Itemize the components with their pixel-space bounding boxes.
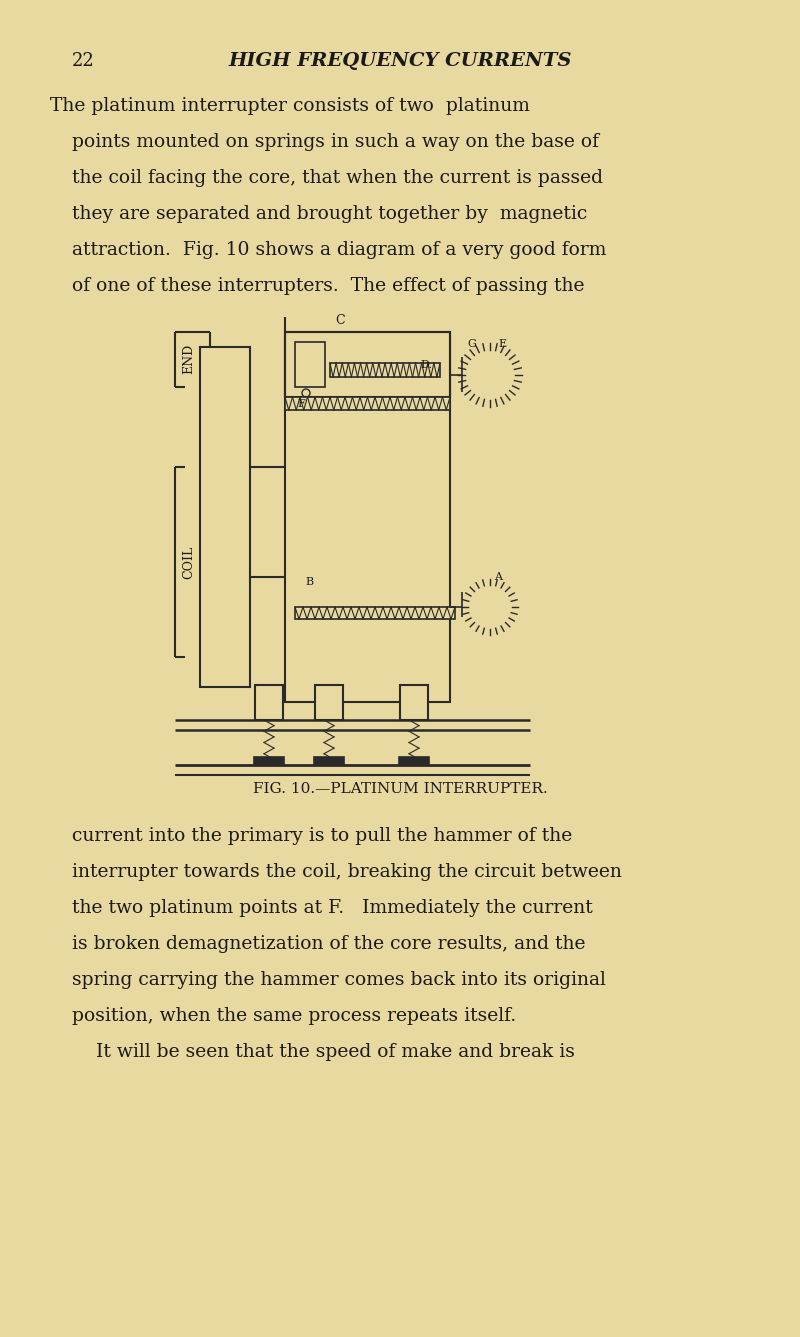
Text: of one of these interrupters.  The effect of passing the: of one of these interrupters. The effect… [72, 277, 585, 295]
Bar [399, 757, 429, 765]
Text: COIL: COIL [182, 545, 195, 579]
Text: A: A [494, 572, 502, 582]
Text: interrupter towards the coil, breaking the circuit between: interrupter towards the coil, breaking t… [72, 862, 622, 881]
Circle shape [465, 350, 515, 400]
Text: C: C [335, 314, 345, 328]
Text: It will be seen that the speed of make and break is: It will be seen that the speed of make a… [72, 1043, 575, 1062]
Text: attraction.  Fig. 10 shows a diagram of a very good form: attraction. Fig. 10 shows a diagram of a… [72, 241, 606, 259]
Circle shape [468, 586, 512, 628]
Text: The platinum interrupter consists of two  platinum: The platinum interrupter consists of two… [50, 98, 530, 115]
Text: 22: 22 [72, 52, 94, 70]
Text: they are separated and brought together by  magnetic: they are separated and brought together … [72, 205, 587, 223]
Bar [314, 757, 344, 765]
Bar [285, 332, 450, 397]
Text: D.: D. [420, 360, 432, 370]
Text: E: E [498, 340, 506, 349]
Text: F: F [297, 398, 305, 409]
Bar [285, 397, 450, 410]
Text: the coil facing the core, that when the current is passed: the coil facing the core, that when the … [72, 168, 603, 187]
Text: HIGH FREQUENCY CURRENTS: HIGH FREQUENCY CURRENTS [228, 52, 572, 70]
Text: points mounted on springs in such a way on the base of: points mounted on springs in such a way … [72, 132, 599, 151]
Text: position, when the same process repeats itself.: position, when the same process repeats … [72, 1007, 516, 1025]
Text: G: G [467, 340, 476, 349]
Text: B: B [305, 578, 313, 587]
Text: is broken demagnetization of the core results, and the: is broken demagnetization of the core re… [72, 935, 586, 953]
Bar [255, 685, 283, 721]
Text: spring carrying the hammer comes back into its original: spring carrying the hammer comes back in… [72, 971, 606, 989]
Text: current into the primary is to pull the hammer of the: current into the primary is to pull the … [72, 828, 572, 845]
Text: FIG. 10.—PLATINUM INTERRUPTER.: FIG. 10.—PLATINUM INTERRUPTER. [253, 782, 547, 796]
Bar [330, 364, 440, 377]
Bar [400, 685, 428, 721]
Bar [254, 757, 284, 765]
Bar [285, 337, 450, 702]
Bar [295, 607, 455, 619]
Bar [295, 342, 325, 386]
Bar [200, 348, 250, 687]
Bar [315, 685, 343, 721]
Text: the two platinum points at F.   Immediately the current: the two platinum points at F. Immediatel… [72, 898, 593, 917]
Text: END: END [182, 344, 195, 374]
